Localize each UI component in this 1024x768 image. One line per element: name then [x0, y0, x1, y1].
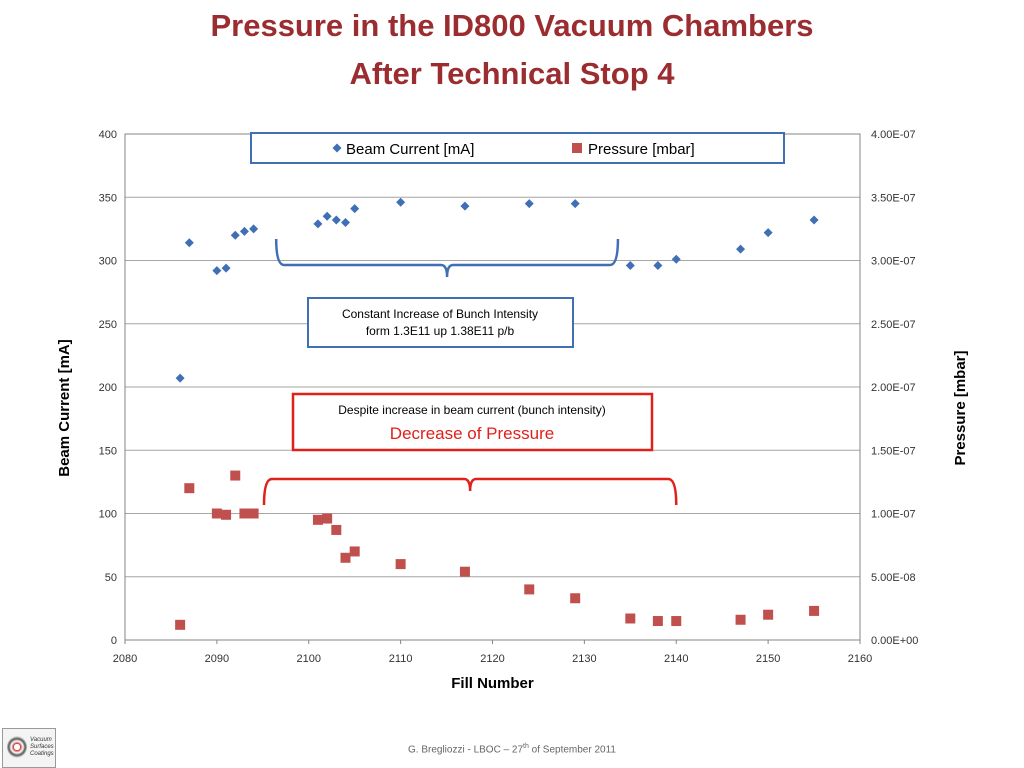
beam-current-point: [222, 264, 231, 273]
legend: Beam Current [mA] Pressure [mbar]: [251, 133, 784, 163]
pressure-point: [249, 509, 259, 519]
beam-current-point: [231, 231, 240, 240]
beam-current-point: [212, 266, 221, 275]
y-right-tick-label: 1.50E-07: [871, 445, 916, 457]
beam-current-point: [571, 199, 580, 208]
pressure-point: [322, 514, 332, 524]
pressure-point: [763, 610, 773, 620]
pressure-point: [230, 471, 240, 481]
y-right-tick-label: 1.00E-07: [871, 509, 916, 521]
pressure-point: [175, 620, 185, 630]
footer-main: G. Bregliozzi - LBOC – 27: [408, 744, 523, 755]
pressure-point: [671, 616, 681, 626]
y-left-tick-label: 300: [99, 256, 117, 268]
y-left-tick-label: 350: [99, 192, 117, 204]
x-tick-label: 2160: [848, 653, 872, 665]
pressure-point: [809, 606, 819, 616]
y-right-tick-label: 5.00E-08: [871, 572, 916, 584]
x-tick-label: 2140: [664, 653, 688, 665]
y-right-tick-label: 3.50E-07: [871, 192, 916, 204]
grid: [125, 134, 860, 640]
beam-current-point: [185, 238, 194, 247]
y-left-tick-label: 250: [99, 319, 117, 331]
pressure-point: [570, 593, 580, 603]
x-tick-label: 2080: [113, 653, 137, 665]
y-left-tick-label: 150: [99, 445, 117, 457]
pressure-decrease-line1: Despite increase in beam current (bunch …: [338, 403, 605, 417]
x-tick-label: 2110: [389, 653, 413, 665]
x-tick-label: 2090: [205, 653, 229, 665]
y-left-tick-label: 0: [111, 635, 117, 647]
pressure-point: [524, 584, 534, 594]
y-left-tick-label: 100: [99, 509, 117, 521]
beam-current-point: [323, 212, 332, 221]
beam-current-point: [350, 204, 359, 213]
x-tick-label: 2150: [756, 653, 780, 665]
y-right-tick-label: 3.00E-07: [871, 256, 916, 268]
beam-current-point: [736, 245, 745, 254]
x-axis-title: Fill Number: [451, 675, 534, 692]
bunch-intensity-line1: Constant Increase of Bunch Intensity: [342, 307, 538, 321]
legend-pressure: Pressure [mbar]: [588, 141, 695, 158]
beam-current-point: [313, 219, 322, 228]
beam-current-point: [626, 261, 635, 270]
legend-box: [251, 133, 784, 163]
pressure-point: [460, 567, 470, 577]
pressure-decrease-bracket: [264, 479, 676, 505]
y-left-tick-label: 400: [99, 129, 117, 141]
pressure-point: [350, 546, 360, 556]
beam-current-point: [332, 216, 341, 225]
x-tick-label: 2130: [572, 653, 596, 665]
beam-current-point: [176, 374, 185, 383]
pressure-point: [341, 553, 351, 563]
beam-current-point: [672, 255, 681, 264]
pressure-point: [736, 615, 746, 625]
beam-current-point: [525, 199, 534, 208]
pressure-point: [313, 515, 323, 525]
y-left-axis-title: Beam Current [mA]: [56, 339, 73, 477]
pressure-point: [221, 510, 231, 520]
beam-current-point: [240, 227, 249, 236]
y-right-tick-label: 2.50E-07: [871, 319, 916, 331]
pressure-point: [653, 616, 663, 626]
y-right-tick-label: 0.00E+00: [871, 635, 918, 647]
pressure-point: [625, 613, 635, 623]
slide-footer: G. Bregliozzi - LBOC – 27th of September…: [0, 743, 1024, 755]
pressure-point: [396, 559, 406, 569]
scatter-chart: 0 0.00E+00 50 5.00E-08 100 1.00E-07 150 1.50E-0…: [0, 0, 1024, 768]
pressure-point: [239, 509, 249, 519]
footer-rest: of September 2011: [529, 744, 616, 755]
bunch-intensity-line2: form 1.3E11 up 1.38E11 p/b: [366, 324, 515, 338]
legend-square-icon: [572, 143, 582, 153]
axis-labels: Fill Number Beam Current [mA] Pressure [mb…: [56, 339, 969, 692]
y-right-axis-title: Pressure [mbar]: [952, 350, 969, 465]
beam-current-point: [341, 218, 350, 227]
bunch-intensity-bracket: [276, 239, 618, 277]
beam-current-point: [653, 261, 662, 270]
y-right-tick-label: 2.00E-07: [871, 382, 916, 394]
pressure-decrease-line2: Decrease of Pressure: [390, 424, 554, 443]
beam-current-point: [810, 216, 819, 225]
x-tick-label: 2100: [297, 653, 321, 665]
beam-current-point: [249, 224, 258, 233]
bunch-intensity-box: [308, 298, 573, 347]
y-right-tick-label: 4.00E-07: [871, 129, 916, 141]
y-left-tick-label: 50: [105, 572, 117, 584]
annotations: Constant Increase of Bunch Intensity form…: [264, 239, 676, 505]
pressure-point: [184, 483, 194, 493]
legend-beam-current: Beam Current [mA]: [346, 141, 474, 158]
beam-current-point: [460, 202, 469, 211]
x-tick-label: 2120: [480, 653, 504, 665]
y-left-tick-label: 200: [99, 382, 117, 394]
pressure-point: [331, 525, 341, 535]
beam-current-point: [396, 198, 405, 207]
beam-current-point: [764, 228, 773, 237]
pressure-point: [212, 509, 222, 519]
